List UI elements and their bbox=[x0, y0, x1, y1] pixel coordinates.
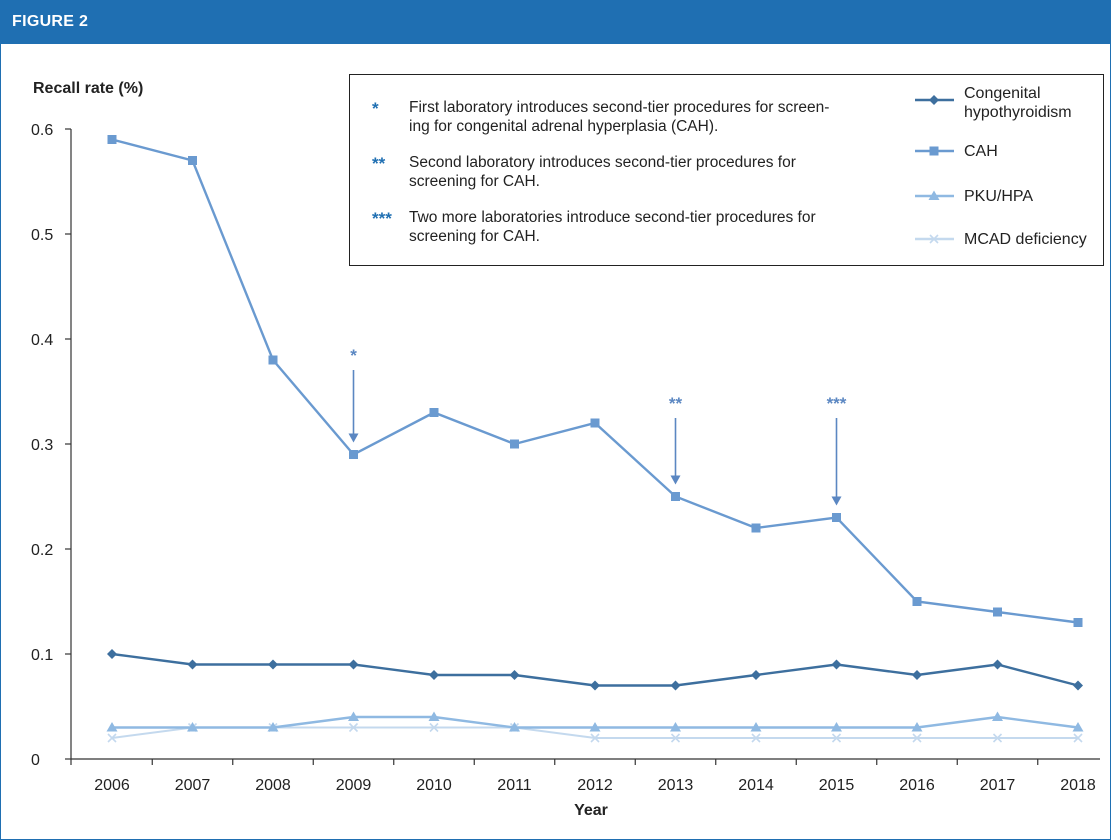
legend-marker-congenital-hypothyroidism bbox=[929, 95, 939, 105]
legend-swatches bbox=[915, 95, 954, 244]
data-point-congenital-hypothyroidism bbox=[992, 659, 1003, 670]
legend-label-pku-hpa: PKU/HPA bbox=[964, 188, 1034, 205]
x-tick-label: 2007 bbox=[175, 777, 211, 794]
data-point-cah bbox=[349, 450, 358, 459]
data-point-congenital-hypothyroidism bbox=[590, 680, 600, 691]
x-tick-label: 2016 bbox=[899, 777, 935, 794]
note-1: * First laboratory introduces second-tie… bbox=[372, 98, 879, 136]
data-point-cah bbox=[188, 156, 197, 165]
x-tick-label: 2017 bbox=[980, 777, 1016, 794]
data-point-cah bbox=[107, 135, 117, 144]
legend-box: * First laboratory introduces second-tie… bbox=[349, 74, 1104, 266]
figure-header: FIGURE 2 bbox=[0, 0, 1111, 44]
legend-marker-cah bbox=[929, 146, 939, 156]
y-axis-title: Recall rate (%) bbox=[33, 80, 143, 97]
note-3: *** Two more laboratories introduce seco… bbox=[372, 208, 879, 246]
data-point-congenital-hypothyroidism bbox=[429, 670, 439, 680]
annotation-arrowhead bbox=[348, 433, 359, 443]
y-tick-label: 0.5 bbox=[31, 227, 53, 244]
x-tick-label: 2018 bbox=[1060, 777, 1096, 794]
y-tick-label: 0.6 bbox=[31, 122, 53, 139]
data-point-pku-hpa bbox=[911, 722, 923, 732]
data-point-congenital-hypothyroidism bbox=[1073, 680, 1083, 691]
x-tick-label: 2009 bbox=[336, 777, 372, 794]
data-point-pku-hpa bbox=[509, 722, 520, 732]
data-point-cah bbox=[993, 607, 1002, 617]
data-point-pku-hpa bbox=[428, 711, 440, 721]
data-point-pku-hpa bbox=[1072, 722, 1084, 732]
annotation-arrowhead bbox=[831, 496, 842, 506]
data-point-cah bbox=[912, 597, 922, 606]
x-tick-label: 2014 bbox=[738, 777, 774, 794]
data-point-pku-hpa bbox=[589, 722, 601, 732]
y-tick-label: 0.4 bbox=[31, 332, 53, 349]
data-point-cah bbox=[832, 513, 841, 522]
data-point-cah bbox=[1073, 618, 1083, 627]
data-point-pku-hpa bbox=[670, 722, 681, 732]
data-point-cah bbox=[268, 355, 278, 365]
data-point-congenital-hypothyroidism bbox=[268, 659, 278, 670]
data-point-mcad-deficiency bbox=[831, 733, 842, 743]
x-tick-label: 2006 bbox=[94, 777, 130, 794]
legend-label-mcad: MCAD deficiency bbox=[964, 231, 1087, 248]
data-point-congenital-hypothyroidism bbox=[509, 670, 520, 680]
data-point-mcad-deficiency bbox=[429, 722, 439, 733]
data-point-pku-hpa bbox=[831, 722, 842, 732]
data-point-congenital-hypothyroidism bbox=[831, 659, 842, 670]
data-point-congenital-hypothyroidism bbox=[107, 649, 117, 659]
figure-label: FIGURE 2 bbox=[12, 13, 89, 30]
data-point-mcad-deficiency bbox=[751, 733, 761, 743]
data-point-mcad-deficiency bbox=[1073, 733, 1083, 743]
data-point-pku-hpa bbox=[187, 722, 198, 732]
data-point-congenital-hypothyroidism bbox=[187, 659, 198, 670]
data-point-congenital-hypothyroidism bbox=[670, 680, 681, 691]
data-point-mcad-deficiency bbox=[348, 722, 359, 733]
x-tick-label: 2011 bbox=[497, 777, 532, 794]
data-point-pku-hpa bbox=[750, 722, 762, 732]
x-axis-title: Year bbox=[574, 802, 608, 819]
note-1-text: First laboratory introduces second-tier … bbox=[409, 99, 830, 135]
y-tick-label: 0.3 bbox=[31, 437, 53, 454]
data-point-mcad-deficiency bbox=[590, 733, 600, 743]
legend-marker-mcad-deficiency bbox=[929, 234, 939, 244]
y-tick-label: 0.1 bbox=[31, 647, 53, 664]
data-point-mcad-deficiency bbox=[107, 733, 117, 743]
data-point-cah bbox=[751, 523, 761, 533]
data-point-congenital-hypothyroidism bbox=[912, 670, 922, 680]
data-point-mcad-deficiency bbox=[992, 733, 1003, 743]
note-2-text: Second laboratory introduces second-tier… bbox=[409, 154, 796, 190]
data-point-cah bbox=[671, 492, 680, 501]
legend-label-cah: CAH bbox=[964, 143, 998, 160]
x-tick-label: 2015 bbox=[819, 777, 855, 794]
data-point-pku-hpa bbox=[106, 722, 118, 732]
data-point-mcad-deficiency bbox=[670, 733, 681, 743]
note-3-text: Two more laboratories introduce second-t… bbox=[409, 209, 816, 245]
note-3-marker: *** bbox=[372, 209, 392, 228]
annotation-label: * bbox=[350, 346, 357, 365]
legend-marker-pku-hpa bbox=[928, 190, 940, 200]
y-tick-label: 0.2 bbox=[31, 542, 53, 559]
x-tick-label: 2008 bbox=[255, 777, 291, 794]
data-point-congenital-hypothyroidism bbox=[751, 670, 761, 680]
legend-label-congenital-hypothyroidism: Congenital hypothyroidism bbox=[964, 85, 1072, 121]
data-point-congenital-hypothyroidism bbox=[348, 659, 359, 670]
x-tick-label: 2013 bbox=[658, 777, 694, 794]
annotation-label: *** bbox=[827, 394, 847, 413]
data-point-mcad-deficiency bbox=[912, 733, 922, 743]
annotation-label: ** bbox=[669, 394, 683, 413]
note-2-marker: ** bbox=[372, 154, 386, 173]
data-point-pku-hpa bbox=[992, 711, 1003, 721]
data-point-pku-hpa bbox=[348, 711, 359, 721]
data-point-cah bbox=[590, 418, 600, 428]
annotation-arrowhead bbox=[670, 475, 681, 485]
data-point-cah bbox=[429, 408, 439, 417]
note-2: ** Second laboratory introduces second-t… bbox=[372, 153, 879, 191]
data-point-pku-hpa bbox=[267, 722, 279, 732]
x-tick-label: 2012 bbox=[577, 777, 613, 794]
data-point-cah bbox=[510, 439, 519, 449]
note-1-marker: * bbox=[372, 99, 379, 118]
y-tick-label: 0 bbox=[31, 752, 40, 769]
x-tick-label: 2010 bbox=[416, 777, 452, 794]
